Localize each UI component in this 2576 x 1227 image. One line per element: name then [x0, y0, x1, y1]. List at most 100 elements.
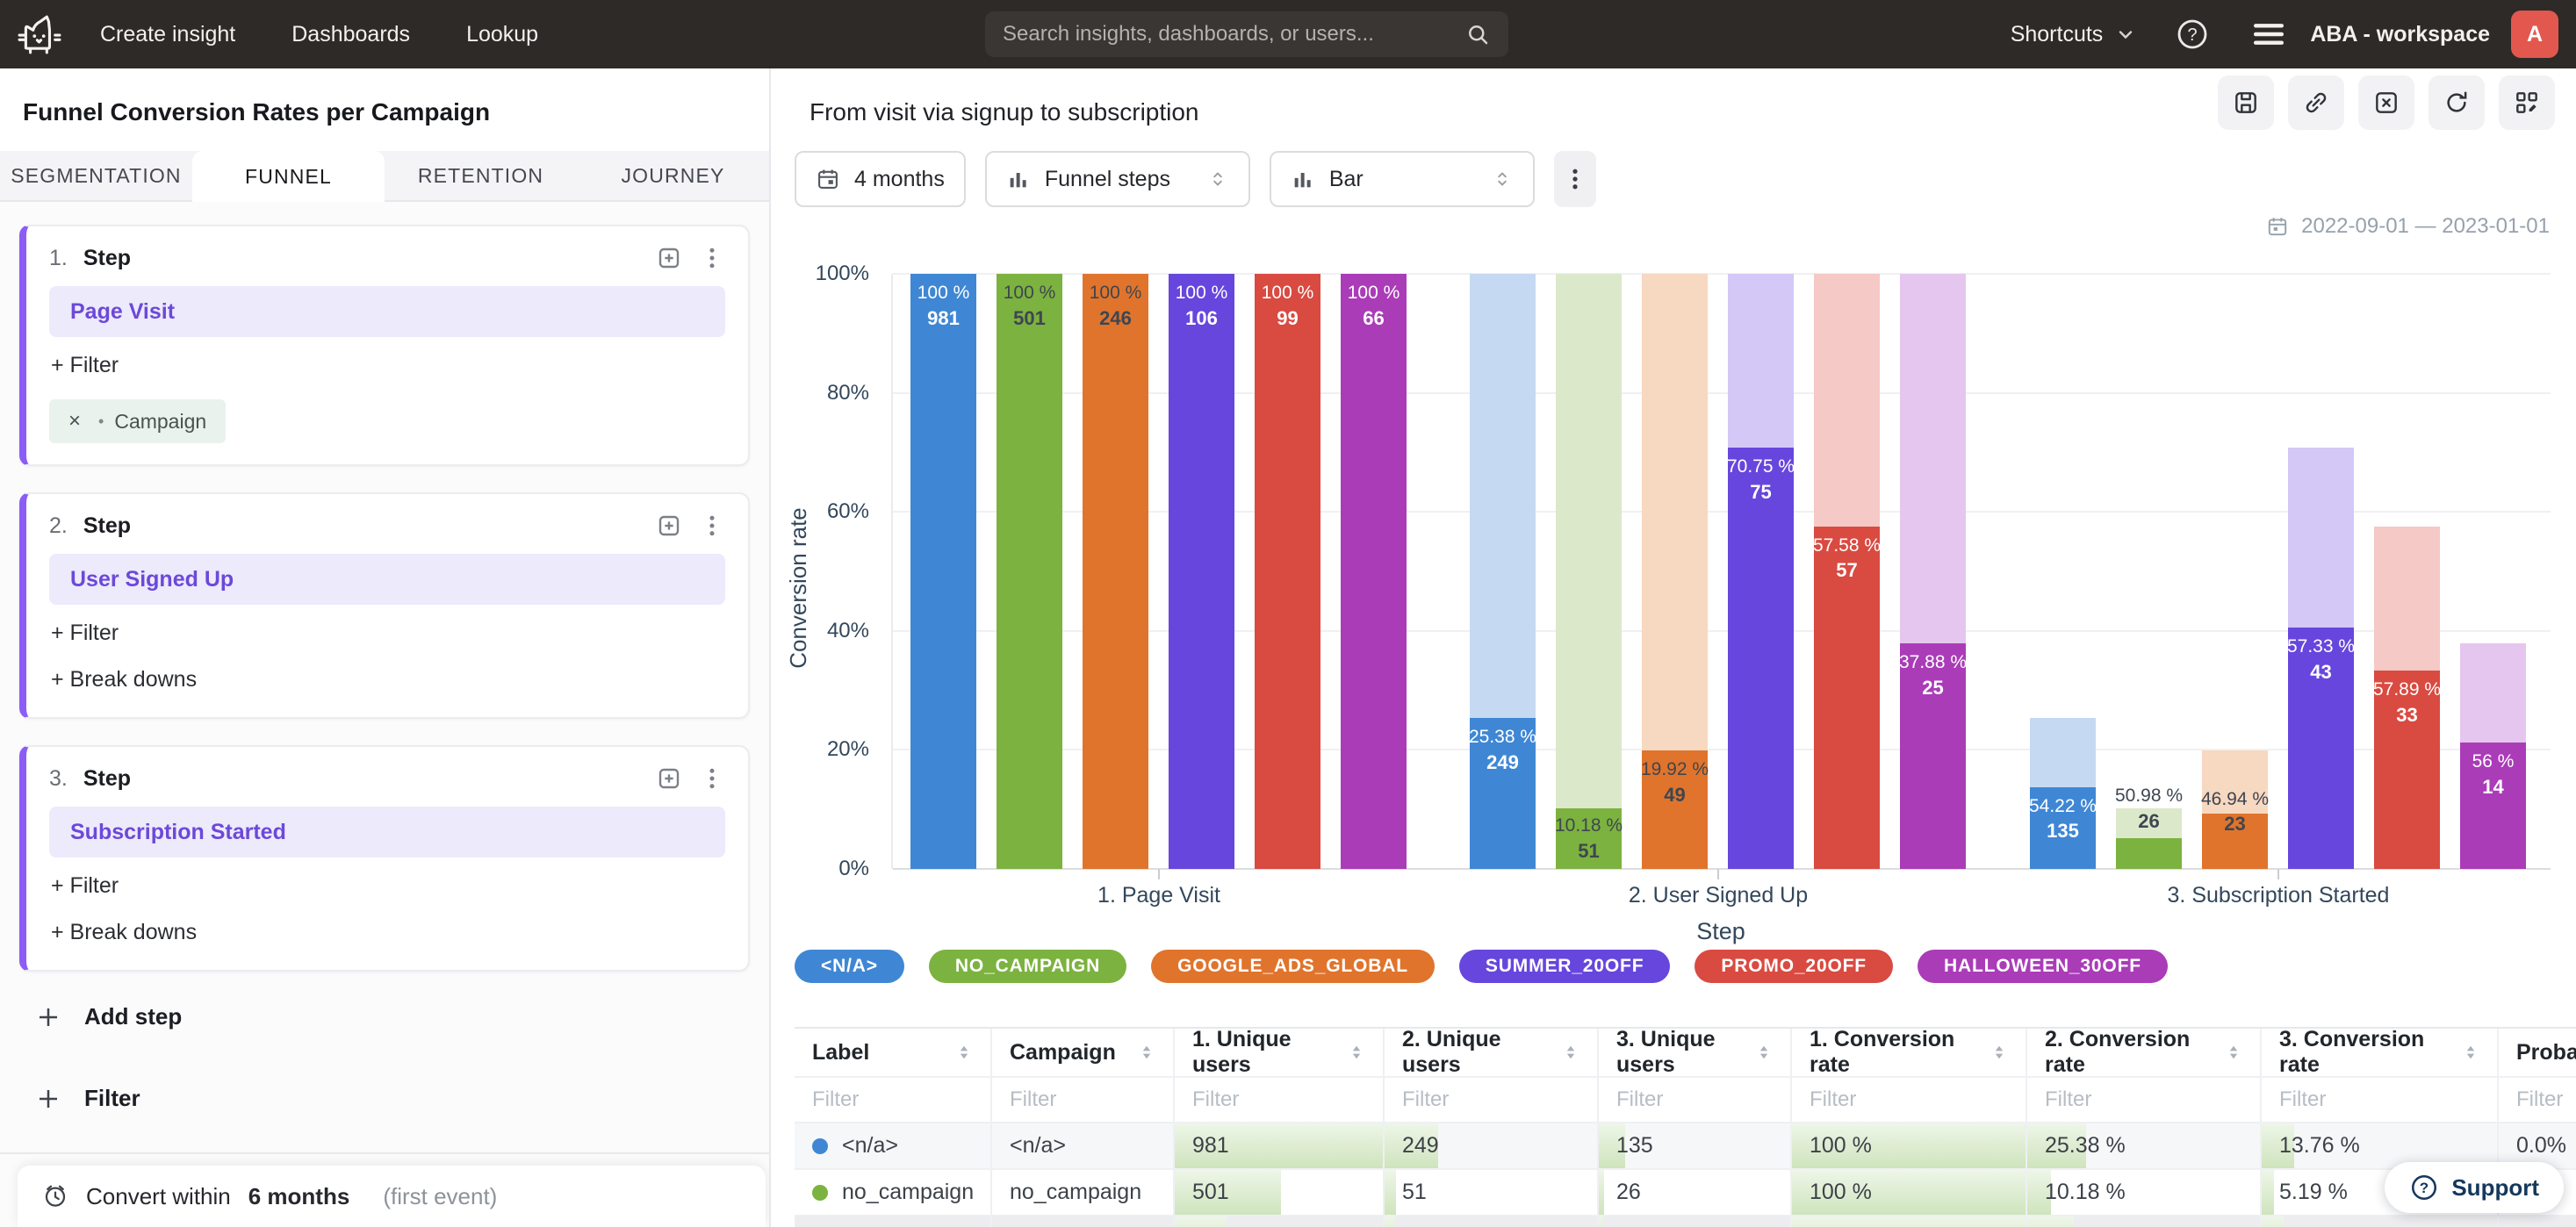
tab-journey[interactable]: JOURNEY: [621, 163, 725, 187]
workspace-label[interactable]: ABA - workspace: [2310, 21, 2490, 47]
step-event-page-visit[interactable]: Page Visit: [49, 286, 725, 337]
sort-icon[interactable]: [2225, 1043, 2242, 1062]
funnel-bar-orange[interactable]: 46.94 % 23: [2201, 274, 2269, 869]
sort-icon[interactable]: [1562, 1043, 1579, 1062]
funnel-bar-magenta[interactable]: 37.88 % 25: [1899, 274, 1967, 869]
search-input[interactable]: [1003, 22, 1464, 47]
legend-pill[interactable]: NO_CAMPAIGN: [928, 950, 1127, 983]
add-step-button[interactable]: Add step: [35, 1003, 750, 1030]
tab-segmentation[interactable]: SEGMENTATION: [11, 163, 182, 187]
funnel-bar-magenta[interactable]: 100 % 66: [1341, 274, 1407, 869]
funnel-bar-orange[interactable]: 19.92 % 49: [1641, 274, 1709, 869]
column-filter-input[interactable]: [1010, 1087, 1155, 1112]
conversion-window-bar[interactable]: Convert within 6 months (first event): [18, 1166, 766, 1227]
add-to-step-icon[interactable]: [655, 244, 683, 272]
hamburger-menu-icon[interactable]: [2250, 19, 2287, 49]
global-search[interactable]: [985, 11, 1508, 57]
sort-icon[interactable]: [1138, 1043, 1155, 1062]
funnel-bar-green[interactable]: 100 % 501: [997, 274, 1062, 869]
measure-select[interactable]: Funnel steps: [984, 151, 1250, 207]
nav-item-lookup[interactable]: Lookup: [466, 21, 539, 47]
funnel-bar-purple[interactable]: 100 % 106: [1169, 274, 1234, 869]
funnel-bar-green[interactable]: 50.98 % 26: [2115, 274, 2183, 869]
column-filter-input[interactable]: [1192, 1087, 1365, 1112]
legend-pill[interactable]: GOOGLE_ADS_GLOBAL: [1151, 950, 1435, 983]
column-filter-input[interactable]: [2045, 1087, 2242, 1112]
funnel-bar-blue[interactable]: 54.22 % 135: [2029, 274, 2097, 869]
column-filter-input[interactable]: [1402, 1087, 1579, 1112]
tab-funnel[interactable]: FUNNEL: [192, 151, 385, 202]
clear-button[interactable]: [2358, 75, 2414, 130]
funnel-bar-purple[interactable]: 57.33 % 43: [2287, 274, 2355, 869]
column-header[interactable]: 2. Conversion rate: [2027, 1029, 2262, 1078]
column-header[interactable]: 3. Unique users: [1599, 1029, 1792, 1078]
add-breakdowns-button[interactable]: + Break downs: [51, 667, 198, 692]
funnel-bar-blue[interactable]: 25.38 % 249: [1469, 274, 1536, 869]
chart-type-select[interactable]: Bar: [1269, 151, 1535, 207]
legend-pill[interactable]: HALLOWEEN_30OFF: [1917, 950, 2168, 983]
legend-pill[interactable]: PROMO_20OFF: [1695, 950, 1893, 983]
legend-pill[interactable]: <N/A>: [795, 950, 904, 983]
column-header[interactable]: 2. Unique users: [1385, 1029, 1599, 1078]
sort-icon[interactable]: [1755, 1043, 1773, 1062]
add-to-step-icon[interactable]: [655, 764, 683, 793]
refresh-button[interactable]: [2428, 75, 2485, 130]
nav-item-dashboards[interactable]: Dashboards: [291, 21, 411, 47]
save-button[interactable]: [2218, 75, 2274, 130]
support-label: Support: [2451, 1173, 2539, 1201]
add-global-filter-button[interactable]: Filter: [35, 1085, 750, 1112]
date-window-control[interactable]: 4 months: [795, 151, 966, 207]
widgets-edit-button[interactable]: [2499, 75, 2555, 130]
chip-close-icon[interactable]: ×: [68, 409, 82, 433]
shortcuts-menu[interactable]: Shortcuts: [2011, 22, 2137, 47]
funnel-bar-red[interactable]: 57.89 % 33: [2373, 274, 2441, 869]
copy-link-button[interactable]: [2288, 75, 2344, 130]
column-header[interactable]: 1. Unique users: [1175, 1029, 1385, 1078]
help-icon[interactable]: ?: [2175, 17, 2210, 52]
breakdown-chip-campaign[interactable]: × • Campaign: [49, 399, 227, 443]
nav-item-create-insight[interactable]: Create insight: [100, 21, 236, 47]
step-event-subscription-started[interactable]: Subscription Started: [49, 807, 725, 857]
column-filter-input[interactable]: [2516, 1087, 2576, 1112]
step-kebab-menu-icon[interactable]: [699, 245, 725, 271]
column-header[interactable]: 3. Conversion rate: [2262, 1029, 2499, 1078]
column-filter-input[interactable]: [812, 1087, 973, 1112]
add-filter-button[interactable]: + Filter: [51, 353, 119, 377]
chip-bullet-icon: •: [98, 412, 104, 430]
funnel-bar-red[interactable]: 100 % 99: [1255, 274, 1320, 869]
column-header[interactable]: 1. Conversion rate: [1792, 1029, 2027, 1078]
add-to-step-icon[interactable]: [655, 512, 683, 540]
sort-icon[interactable]: [2462, 1043, 2479, 1062]
sort-icon[interactable]: [1990, 1043, 2008, 1062]
column-header[interactable]: Label: [795, 1029, 992, 1078]
chart-options-kebab[interactable]: [1553, 151, 1596, 207]
funnel-bar-orange[interactable]: 100 % 246: [1083, 274, 1148, 869]
funnel-bar-magenta[interactable]: 56 % 14: [2460, 274, 2526, 869]
funnel-bar-red[interactable]: 57.58 % 57: [1813, 274, 1881, 869]
step-event-user-signed-up[interactable]: User Signed Up: [49, 554, 725, 605]
add-filter-button[interactable]: + Filter: [51, 873, 119, 898]
add-breakdowns-button[interactable]: + Break downs: [51, 920, 198, 944]
add-filter-button[interactable]: + Filter: [51, 621, 119, 645]
table-cell: 49: [1385, 1216, 1599, 1227]
cell-data-bar: [2027, 1170, 2052, 1215]
column-header[interactable]: Probab: [2499, 1029, 2576, 1078]
tab-retention[interactable]: RETENTION: [417, 163, 544, 187]
column-filter-input[interactable]: [1810, 1087, 2008, 1112]
funnel-bar-purple[interactable]: 70.75 % 75: [1727, 274, 1795, 869]
step-kebab-menu-icon[interactable]: [699, 513, 725, 539]
step-kebab-menu-icon[interactable]: [699, 765, 725, 792]
chart-legend: <N/A> NO_CAMPAIGN GOOGLE_ADS_GLOBAL SUMMER_…: [795, 950, 2168, 983]
column-filter-input[interactable]: [2279, 1087, 2479, 1112]
funnel-bar-blue[interactable]: 100 % 981: [910, 274, 976, 869]
sort-icon[interactable]: [1348, 1043, 1365, 1062]
column-filter-input[interactable]: [1616, 1087, 1773, 1112]
app-logo-cat-icon[interactable]: [18, 14, 61, 54]
support-button[interactable]: ? Support: [2385, 1162, 2564, 1213]
column-header[interactable]: Campaign: [992, 1029, 1175, 1078]
user-avatar[interactable]: A: [2511, 11, 2558, 58]
cell-data-bar: [1385, 1216, 1396, 1227]
legend-pill[interactable]: SUMMER_20OFF: [1458, 950, 1671, 983]
funnel-bar-green[interactable]: 10.18 % 51: [1555, 274, 1623, 869]
sort-icon[interactable]: [955, 1043, 973, 1062]
